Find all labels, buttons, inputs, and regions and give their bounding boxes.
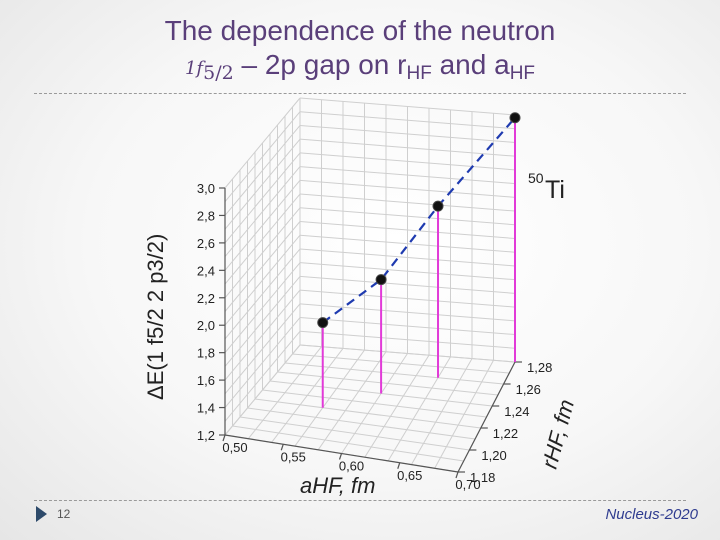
nucleus-mass: 50 [528, 170, 544, 186]
z-tick-label: 2,8 [197, 208, 215, 223]
floor-grid-line [247, 407, 476, 440]
title-mid: – 2p gap on r [233, 49, 407, 80]
x-axis-label: aHF, fm [300, 473, 375, 498]
title-line-2: 1f5/2 – 2p gap on rHF and aHF [0, 48, 720, 91]
x-tick [455, 471, 459, 479]
x-tick-label: 0,65 [397, 468, 422, 483]
slide-title: The dependence of the neutron 1f5/2 – 2p… [0, 14, 720, 91]
x-tick [280, 444, 284, 451]
data-point [317, 317, 329, 329]
z-tick-label: 1,6 [197, 373, 215, 388]
floor-grid-line [277, 371, 498, 396]
floor-grid-line [232, 425, 464, 462]
chart-grid [219, 97, 522, 479]
x-tick-label: 0,70 [455, 477, 480, 492]
top-divider [34, 93, 686, 94]
floor-grid-line [254, 398, 481, 429]
floor-grid-line [239, 416, 470, 451]
data-point [509, 112, 521, 124]
chart-ticks: 1,2 1,4 1,6 1,8 2,0 2,2 2,4 2,6 2,8 3,0 0,50 0,55 0,… [197, 181, 552, 492]
data-point [375, 274, 387, 286]
title-sub-r: HF [406, 63, 432, 84]
z-tick-label: 2,4 [197, 263, 215, 278]
z-axis-label: ΔE(1 f5/2 2 p3/2) [143, 234, 168, 400]
y-axis-line [457, 361, 516, 473]
floor-grid-line [292, 353, 510, 374]
z-tick-label: 2,2 [197, 291, 215, 306]
floor-grid-line [284, 362, 504, 385]
x-tick [222, 434, 226, 442]
title-level: 1f5/2 [184, 58, 234, 84]
z-tick-label: 1,2 [197, 428, 215, 443]
slide-marker-icon [36, 506, 47, 522]
bottom-divider [34, 500, 686, 501]
z-tick-label: 1,8 [197, 346, 215, 361]
z-tick-label: 2,6 [197, 236, 215, 251]
y-tick-label: 1,22 [493, 426, 518, 441]
y-tick-label: 1,28 [527, 360, 552, 375]
data-point [432, 200, 444, 212]
y-tick-label: 1,20 [481, 448, 506, 463]
title-line-1: The dependence of the neutron [164, 15, 556, 46]
footer-label: Nucleus-2020 [605, 506, 698, 523]
y-axis-label: rHF, fm [537, 397, 579, 472]
x-tick [397, 462, 401, 469]
chart-marks [317, 112, 521, 408]
x-tick-label: 0,60 [339, 459, 364, 474]
y-tick-label: 1,24 [504, 404, 529, 419]
fit-line [322, 117, 516, 324]
x-tick-label: 0,55 [281, 449, 306, 464]
x-tick [338, 453, 343, 460]
z-tick-label: 3,0 [197, 181, 215, 196]
y-tick-label: 1,26 [516, 382, 541, 397]
x-tick-label: 0,50 [222, 440, 247, 455]
y-tick-label: 1,18 [470, 470, 495, 485]
slide-number: 12 [57, 507, 71, 521]
nucleus-symbol: Ti [545, 176, 565, 204]
z-tick-label: 2,0 [197, 318, 215, 333]
title-sub-a: HF [509, 63, 536, 84]
title-and: and a [431, 49, 510, 80]
floor-grid-line [262, 389, 487, 418]
z-tick-label: 1,4 [197, 401, 215, 416]
